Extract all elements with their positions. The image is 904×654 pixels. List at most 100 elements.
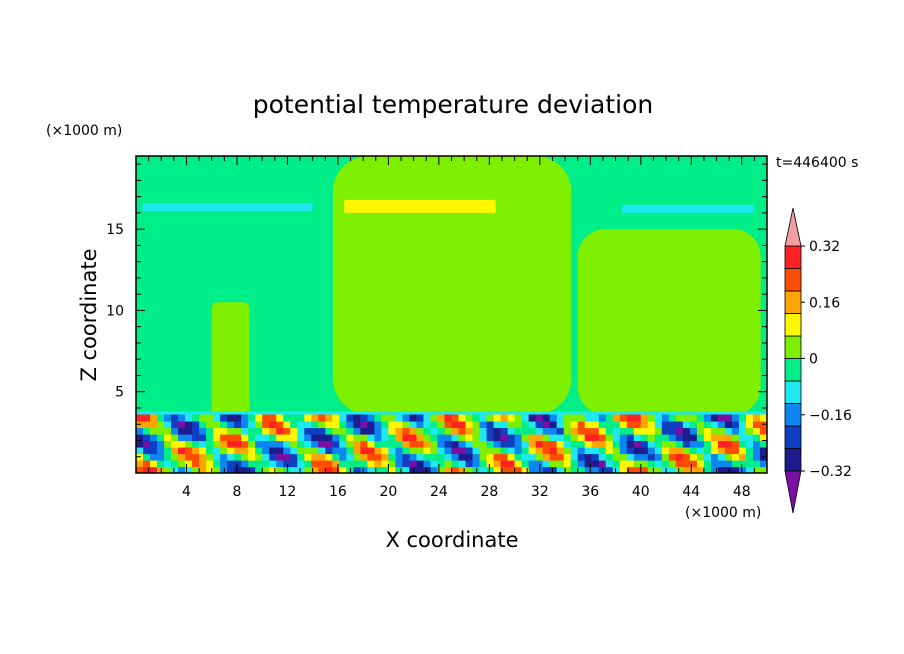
bl-cell [661, 453, 670, 461]
bl-cell [283, 446, 291, 455]
bl-cell [521, 459, 530, 468]
bl-cell [164, 459, 172, 468]
bl-cell [262, 414, 270, 422]
bl-cell [402, 420, 411, 429]
bl-cell [647, 459, 656, 468]
field-region [577, 229, 761, 415]
bl-cell [150, 440, 158, 448]
bl-cell [458, 427, 467, 435]
bl-cell [157, 459, 165, 468]
bl-cell [192, 459, 200, 468]
bl-cell [255, 466, 263, 473]
bl-cell [423, 420, 432, 429]
bl-cell [416, 420, 425, 429]
bl-cell [640, 459, 649, 468]
bl-cell [367, 433, 375, 442]
bl-cell [164, 433, 172, 442]
bl-cell [150, 446, 158, 455]
bl-cell [325, 440, 333, 448]
bl-cell [584, 433, 593, 442]
bl-cell [360, 420, 368, 429]
bl-cell [507, 433, 516, 442]
bl-cell [577, 440, 586, 448]
bl-cell [717, 446, 726, 455]
bl-cell [542, 459, 551, 468]
bl-cell [353, 440, 361, 448]
bl-cell [549, 453, 558, 461]
bl-cell [682, 453, 691, 461]
bl-cell [444, 446, 453, 455]
bl-cell [591, 433, 600, 442]
bl-cell [248, 440, 256, 448]
bl-cell [395, 433, 404, 442]
bl-cell [633, 453, 642, 461]
bl-cell [241, 466, 249, 473]
bl-cell [171, 466, 179, 473]
bl-cell [549, 440, 558, 448]
bl-cell [339, 466, 347, 473]
bl-cell [570, 420, 579, 429]
bl-cell [752, 420, 761, 429]
colorbar-segment [784, 313, 802, 337]
bl-cell [234, 446, 242, 455]
bl-cell [570, 433, 579, 442]
bl-cell [220, 420, 228, 429]
bl-cell [752, 466, 761, 473]
bl-cell [479, 427, 488, 435]
bl-cell [395, 420, 404, 429]
bl-cell [703, 414, 712, 422]
bl-cell [507, 453, 516, 461]
bl-cell [472, 427, 481, 435]
bl-cell [304, 420, 312, 429]
bl-cell [507, 420, 516, 429]
bl-cell [199, 459, 207, 468]
bl-cell [178, 427, 186, 435]
bl-cell [136, 466, 144, 473]
bl-cell [234, 453, 242, 461]
bl-cell [367, 420, 375, 429]
bl-cell [717, 420, 726, 429]
bl-cell [479, 440, 488, 448]
bl-cell [654, 440, 663, 448]
bl-cell [367, 427, 375, 435]
bl-cell [640, 433, 649, 442]
bl-cell [402, 446, 411, 455]
bl-cell [563, 453, 572, 461]
bl-cell [584, 420, 593, 429]
bl-cell [619, 420, 628, 429]
bl-cell [493, 420, 502, 429]
bl-cell [206, 446, 214, 455]
bl-cell [612, 446, 621, 455]
bl-cell [626, 414, 635, 422]
bl-cell [738, 440, 747, 448]
bl-cell [626, 453, 635, 461]
bl-cell [493, 414, 502, 422]
bl-cell [304, 446, 312, 455]
bl-cell [297, 446, 305, 455]
bl-cell [150, 420, 158, 429]
bl-cell [311, 420, 319, 429]
bl-cell [234, 414, 242, 422]
bl-cell [416, 427, 425, 435]
bl-cell [514, 466, 523, 473]
bl-cell [542, 446, 551, 455]
bl-cell [451, 427, 460, 435]
bl-cell [402, 414, 411, 422]
bl-cell [500, 446, 509, 455]
bl-cell [661, 420, 670, 429]
bl-cell [633, 414, 642, 422]
bl-cell [402, 459, 411, 468]
bl-cell [164, 446, 172, 455]
y-tick-label: 10 [106, 303, 124, 319]
bl-cell [318, 440, 326, 448]
bl-cell [171, 427, 179, 435]
bl-cell [556, 446, 565, 455]
bl-cell [227, 433, 235, 442]
bl-cell [514, 459, 523, 468]
bl-cell [206, 453, 214, 461]
bl-cell [577, 466, 586, 473]
bl-cell [759, 459, 767, 468]
bl-cell [199, 446, 207, 455]
bl-cell [227, 440, 235, 448]
bl-cell [689, 420, 698, 429]
